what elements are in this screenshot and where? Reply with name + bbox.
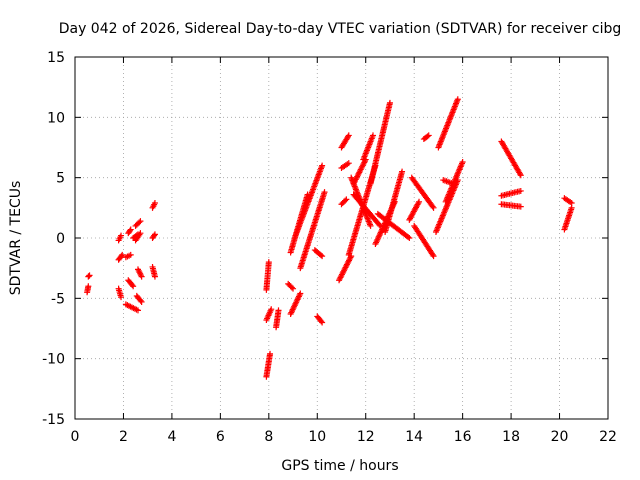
data-point [130, 283, 137, 290]
data-point [367, 222, 374, 229]
x-tick-label: 22 [599, 429, 617, 445]
data-point [151, 273, 158, 280]
data-point [319, 319, 326, 326]
x-tick-label: 14 [405, 429, 423, 445]
data-point [517, 203, 524, 210]
data-point [85, 283, 92, 290]
data-point [288, 284, 295, 291]
data-point [424, 133, 431, 140]
data-point [321, 189, 328, 196]
data-point [297, 290, 304, 297]
y-tick-label: -5 [51, 291, 65, 307]
x-tick-label: 10 [308, 429, 326, 445]
data-point [134, 307, 141, 314]
y-tick-label: 5 [56, 171, 65, 187]
data-point [137, 230, 144, 237]
data-point [151, 232, 158, 239]
data-point [416, 198, 423, 205]
data-point [449, 180, 456, 187]
data-point [151, 231, 158, 238]
y-tick-label: 10 [47, 110, 65, 126]
data-point [126, 227, 133, 234]
x-tick-label: 20 [551, 429, 569, 445]
data-point [430, 204, 437, 211]
data-point [318, 318, 325, 325]
data-point [267, 350, 274, 357]
data-point [319, 253, 326, 260]
chart-title: Day 042 of 2026, Sidereal Day-to-day VTE… [59, 21, 622, 37]
data-point [319, 162, 326, 169]
y-tick-label: 0 [56, 231, 65, 247]
x-tick-label: 18 [502, 429, 520, 445]
data-point [459, 158, 466, 165]
data-point [85, 273, 92, 280]
data-point [137, 218, 144, 225]
data-point [129, 282, 136, 289]
data-points [84, 96, 575, 380]
data-point [517, 187, 524, 194]
data-point [119, 251, 126, 258]
data-point [430, 253, 437, 260]
data-point [290, 285, 297, 292]
data-point [406, 235, 413, 241]
data-point [345, 132, 352, 139]
y-tick-label: -15 [42, 412, 65, 428]
x-tick-label: 12 [357, 429, 375, 445]
data-point [343, 196, 350, 203]
axis-ticks: 0 2 4 6 8 10 12 14 16 18 20 22 -15 -10 -5 0 5 10 15 [42, 50, 617, 445]
data-point [344, 133, 351, 140]
data-point [405, 234, 412, 241]
data-point [345, 160, 352, 167]
data-point [138, 273, 145, 280]
data-point [86, 272, 93, 279]
data-point [138, 298, 145, 305]
data-point [137, 297, 144, 304]
data-point [151, 200, 158, 207]
data-point [127, 251, 134, 258]
x-tick-label: 4 [167, 429, 176, 445]
y-axis-label: SDTVAR / TECUs [8, 181, 24, 296]
x-tick-label: 2 [119, 429, 128, 445]
data-point [136, 219, 143, 226]
data-point [268, 306, 275, 313]
data-point [265, 259, 272, 266]
data-point [415, 200, 422, 207]
data-point [399, 168, 406, 175]
data-point [517, 172, 524, 179]
data-point [386, 99, 393, 106]
x-tick-label: 16 [454, 429, 472, 445]
y-tick-label: 15 [47, 50, 65, 66]
grid-lines [75, 57, 608, 419]
data-point [118, 294, 125, 301]
data-point [275, 307, 282, 314]
data-point [85, 273, 92, 280]
y-tick-label: -10 [42, 352, 65, 368]
data-point [568, 204, 575, 211]
data-point [369, 132, 376, 139]
data-point [118, 253, 125, 260]
data-point [317, 252, 324, 259]
x-tick-label: 6 [216, 429, 225, 445]
x-tick-label: 0 [71, 429, 80, 445]
data-point [425, 132, 432, 139]
x-tick-label: 8 [264, 429, 273, 445]
data-point [429, 251, 436, 258]
data-point [454, 96, 461, 103]
x-axis-label: GPS time / hours [281, 458, 398, 474]
data-point [342, 197, 349, 204]
data-point [429, 203, 436, 210]
data-point [118, 232, 125, 239]
data-point [127, 226, 134, 233]
